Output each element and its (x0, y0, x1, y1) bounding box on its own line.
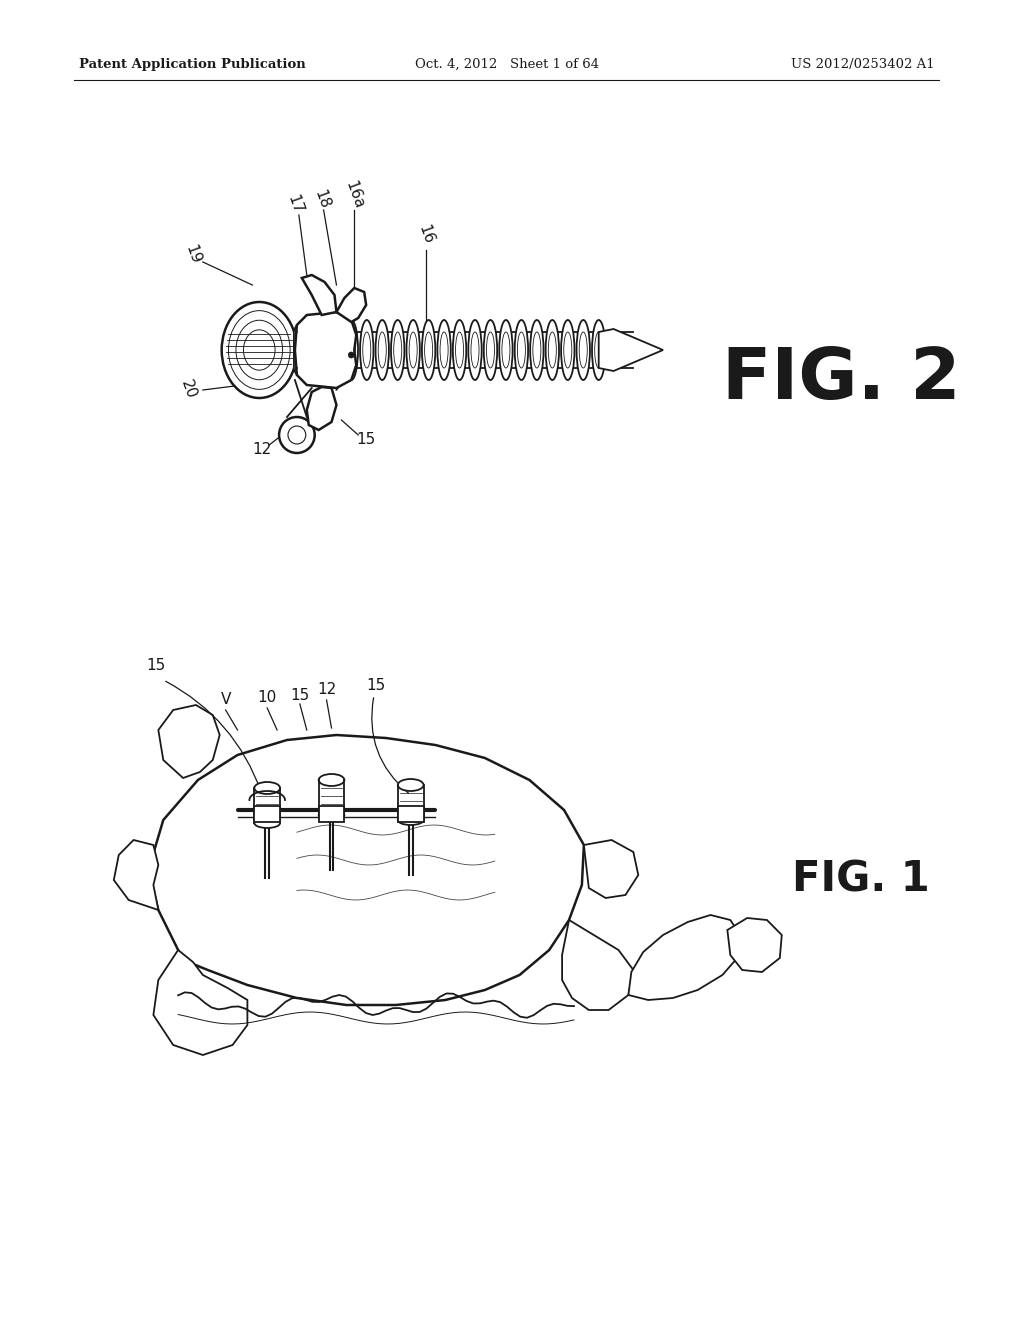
Text: FIG. 2: FIG. 2 (722, 346, 961, 414)
Ellipse shape (254, 781, 280, 795)
Text: 12: 12 (317, 682, 336, 697)
Polygon shape (318, 807, 344, 822)
Circle shape (348, 352, 354, 358)
Ellipse shape (318, 774, 344, 785)
Text: FIG. 1: FIG. 1 (792, 859, 930, 902)
Ellipse shape (532, 333, 541, 368)
Ellipse shape (580, 333, 587, 368)
Ellipse shape (376, 319, 389, 380)
Ellipse shape (548, 333, 556, 368)
Polygon shape (294, 325, 297, 375)
Ellipse shape (530, 319, 544, 380)
Ellipse shape (221, 302, 297, 399)
Text: 19: 19 (182, 243, 204, 267)
Ellipse shape (546, 319, 559, 380)
Ellipse shape (378, 333, 386, 368)
Text: 15: 15 (290, 688, 309, 702)
Ellipse shape (360, 319, 374, 380)
Ellipse shape (347, 333, 355, 368)
Polygon shape (302, 275, 337, 315)
Text: V: V (220, 693, 230, 708)
Polygon shape (584, 840, 638, 898)
Text: 15: 15 (146, 657, 166, 672)
Ellipse shape (345, 319, 358, 380)
Polygon shape (332, 325, 346, 375)
Ellipse shape (407, 319, 420, 380)
Ellipse shape (440, 333, 449, 368)
Text: Patent Application Publication: Patent Application Publication (79, 58, 306, 71)
Polygon shape (629, 915, 742, 1001)
Polygon shape (254, 807, 280, 822)
Polygon shape (114, 840, 159, 909)
Ellipse shape (483, 319, 498, 380)
Polygon shape (154, 950, 248, 1055)
Ellipse shape (517, 333, 525, 368)
Text: 15: 15 (356, 433, 376, 447)
Polygon shape (562, 920, 633, 1010)
Ellipse shape (393, 333, 401, 368)
Text: 20: 20 (178, 379, 199, 401)
Text: 18: 18 (311, 189, 332, 211)
Ellipse shape (468, 319, 481, 380)
Ellipse shape (437, 319, 451, 380)
Polygon shape (337, 288, 367, 322)
Ellipse shape (502, 333, 510, 368)
Text: 17: 17 (285, 194, 305, 216)
Ellipse shape (410, 333, 417, 368)
Ellipse shape (561, 319, 574, 380)
Ellipse shape (254, 818, 280, 828)
Text: 16: 16 (415, 223, 436, 247)
Ellipse shape (453, 319, 466, 380)
Ellipse shape (456, 333, 464, 368)
Polygon shape (159, 705, 220, 777)
Text: Oct. 4, 2012   Sheet 1 of 64: Oct. 4, 2012 Sheet 1 of 64 (415, 58, 599, 71)
Polygon shape (295, 312, 356, 388)
Polygon shape (397, 807, 424, 822)
Ellipse shape (318, 810, 344, 820)
Ellipse shape (362, 333, 371, 368)
Polygon shape (307, 387, 337, 430)
Polygon shape (727, 917, 781, 972)
Ellipse shape (500, 319, 513, 380)
Ellipse shape (515, 319, 528, 380)
Circle shape (280, 417, 314, 453)
Text: 12: 12 (253, 442, 271, 458)
Text: 15: 15 (367, 677, 386, 693)
Polygon shape (599, 329, 663, 371)
Ellipse shape (592, 319, 605, 380)
Ellipse shape (397, 814, 424, 825)
Ellipse shape (577, 319, 590, 380)
Ellipse shape (422, 319, 435, 380)
Polygon shape (148, 735, 584, 1005)
Ellipse shape (595, 333, 603, 368)
Ellipse shape (397, 779, 424, 791)
Ellipse shape (486, 333, 495, 368)
Text: 16a: 16a (342, 180, 367, 211)
Ellipse shape (471, 333, 479, 368)
Ellipse shape (391, 319, 404, 380)
Text: US 2012/0253402 A1: US 2012/0253402 A1 (791, 58, 934, 71)
Text: 10: 10 (258, 690, 276, 705)
Ellipse shape (564, 333, 571, 368)
Ellipse shape (425, 333, 432, 368)
